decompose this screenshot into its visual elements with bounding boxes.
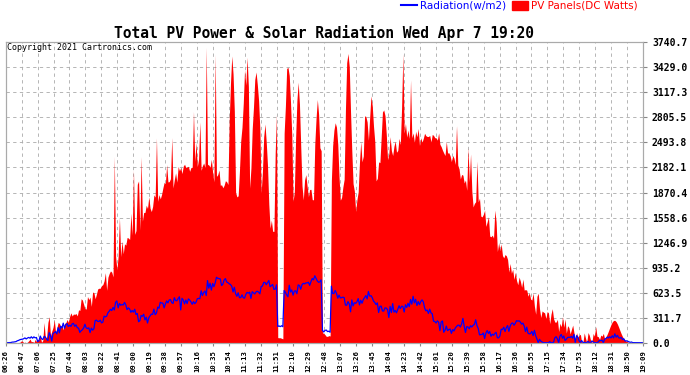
Text: Copyright 2021 Cartronics.com: Copyright 2021 Cartronics.com (7, 43, 152, 52)
Legend: Radiation(w/m2), PV Panels(DC Watts): Radiation(w/m2), PV Panels(DC Watts) (402, 1, 638, 11)
Title: Total PV Power & Solar Radiation Wed Apr 7 19:20: Total PV Power & Solar Radiation Wed Apr… (115, 25, 534, 41)
